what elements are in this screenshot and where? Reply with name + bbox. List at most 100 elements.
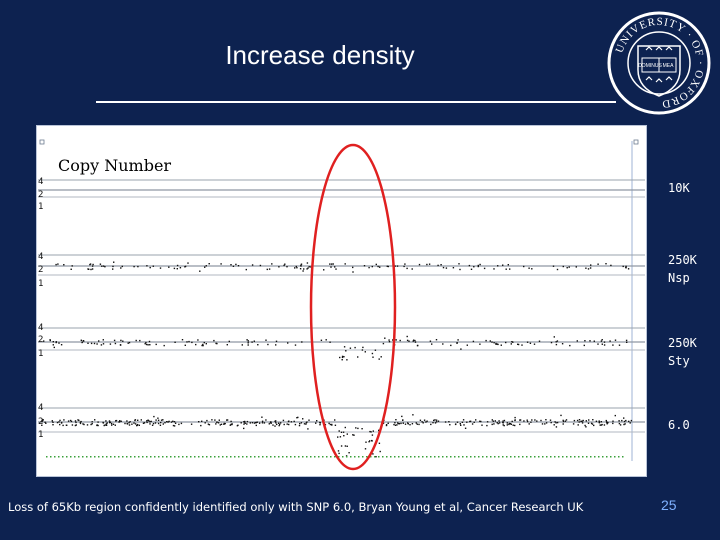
track2-point xyxy=(459,268,461,271)
probe-mark xyxy=(214,456,216,458)
track4-point xyxy=(407,422,409,424)
track4-point xyxy=(120,420,122,422)
track4-point xyxy=(625,419,627,422)
track2-point xyxy=(477,265,479,268)
track4-point xyxy=(623,420,626,423)
track4-point xyxy=(619,424,622,426)
track4-point xyxy=(553,424,555,426)
track4-point xyxy=(146,421,148,424)
track2-point xyxy=(426,263,428,266)
track4-point xyxy=(581,420,583,422)
track4-point xyxy=(528,423,530,425)
track4-point xyxy=(268,423,270,425)
track4-point xyxy=(394,422,396,424)
track4-point xyxy=(398,423,401,425)
probe-mark xyxy=(122,456,124,458)
track3-point xyxy=(374,349,377,351)
probe-mark xyxy=(306,456,308,458)
track2-point xyxy=(176,264,179,267)
track2-point xyxy=(587,268,590,270)
track4-point xyxy=(174,422,177,424)
track4-point xyxy=(402,422,404,424)
track1-tick-2: 2 xyxy=(38,190,44,200)
track4-point xyxy=(265,419,267,421)
track4-point xyxy=(423,419,426,421)
track4-point xyxy=(56,421,59,424)
probe-mark xyxy=(130,456,132,458)
track4-point xyxy=(258,422,261,424)
track3-point xyxy=(341,356,344,359)
probe-mark xyxy=(518,456,520,458)
probe-mark xyxy=(422,456,424,458)
probe-mark xyxy=(254,456,256,458)
track4-point xyxy=(274,425,276,427)
track3-point xyxy=(226,344,228,346)
track4-point xyxy=(128,424,131,426)
track4-point xyxy=(226,419,229,421)
track4-point xyxy=(118,421,120,423)
track4-point xyxy=(592,419,594,421)
probe-mark xyxy=(606,456,608,458)
track3-point xyxy=(43,340,45,342)
track4-point xyxy=(216,421,218,423)
track4-point xyxy=(496,422,498,424)
probe-mark xyxy=(410,456,412,458)
track4-point xyxy=(426,420,428,422)
track3-point xyxy=(163,344,165,347)
track3-point xyxy=(556,340,559,342)
track4-point xyxy=(369,440,371,442)
track4-point xyxy=(400,422,402,425)
track3-point xyxy=(145,343,148,346)
track2-point xyxy=(585,267,587,269)
track3-point xyxy=(119,344,122,346)
track4-point xyxy=(588,419,590,421)
track3-point xyxy=(87,342,89,344)
track4-point xyxy=(328,422,330,425)
track4-point xyxy=(536,420,538,422)
track4-point xyxy=(110,422,113,425)
track3-point xyxy=(413,339,415,341)
track4-point xyxy=(540,419,542,422)
track3-point xyxy=(275,344,277,346)
track3-point xyxy=(555,341,557,343)
probe-mark xyxy=(538,456,540,458)
track3-point xyxy=(205,343,207,345)
track3-point xyxy=(569,344,571,347)
track2-point xyxy=(377,265,379,268)
track4-point xyxy=(497,422,499,425)
track2-tick-2: 2 xyxy=(38,265,44,275)
track3-point xyxy=(257,344,259,346)
track2-point xyxy=(368,266,370,269)
track4-point xyxy=(66,424,68,426)
track4-point xyxy=(371,434,374,436)
track4-point xyxy=(142,422,145,424)
track4-point xyxy=(226,419,228,421)
track2-point xyxy=(622,265,624,268)
track3-point xyxy=(320,339,323,341)
probe-mark xyxy=(102,456,104,458)
track3-point xyxy=(371,352,374,355)
probe-mark xyxy=(618,456,620,458)
probe-mark xyxy=(622,456,624,458)
probe-mark xyxy=(182,456,184,458)
track4-point xyxy=(282,419,285,422)
track4-point xyxy=(63,419,65,421)
probe-mark xyxy=(542,456,544,458)
track4-point xyxy=(167,421,169,423)
track3-point xyxy=(609,340,611,342)
track3-point xyxy=(102,339,104,341)
track3-point xyxy=(247,340,249,342)
track3-point xyxy=(188,340,190,343)
probe-mark xyxy=(590,456,592,458)
track2-point xyxy=(245,268,247,271)
track4-point xyxy=(102,422,105,424)
track4-point xyxy=(577,424,579,426)
track4-point xyxy=(395,419,397,421)
track2-point xyxy=(406,267,408,270)
track3-point xyxy=(362,346,364,349)
track4-point xyxy=(243,423,245,425)
track4-point xyxy=(96,424,98,427)
track3-point xyxy=(392,339,394,341)
probe-mark xyxy=(442,456,444,458)
track4-point xyxy=(371,439,373,442)
